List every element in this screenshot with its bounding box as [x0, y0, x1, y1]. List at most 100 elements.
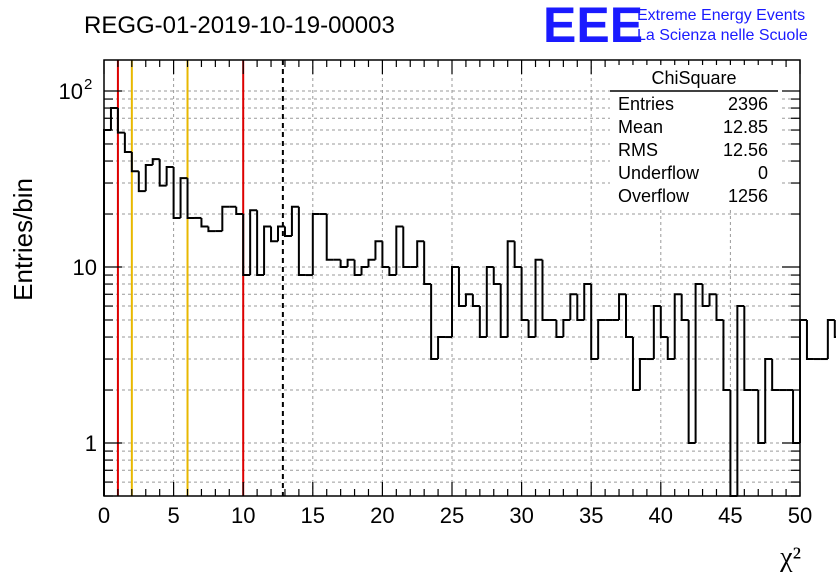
histogram-bin: [297, 206, 306, 277]
histogram-bin: [151, 158, 160, 165]
logo-line-1: Extreme Energy Events: [637, 7, 805, 24]
histogram-bin: [130, 152, 139, 173]
histogram-bin: [485, 266, 494, 338]
stats-box-background: [610, 65, 780, 210]
x-tick-label: 5: [167, 503, 179, 528]
x-tick-label: 45: [718, 503, 742, 528]
histogram-bin: [395, 225, 404, 276]
histogram-bin: [673, 293, 682, 360]
histogram-bin: [771, 359, 780, 392]
histogram-bin: [666, 337, 675, 361]
histogram-bin: [826, 318, 835, 360]
histogram-bin: [235, 206, 244, 216]
histogram-bin: [158, 159, 167, 187]
stats-value-mean: 12.85: [723, 117, 768, 137]
histogram-bin: [116, 108, 125, 134]
x-tick-label: 40: [649, 503, 673, 528]
histogram-bin: [123, 132, 132, 154]
histogram-bin: [249, 209, 258, 276]
histogram-bin: [618, 293, 626, 320]
histogram-bin: [179, 177, 188, 218]
histogram-bin: [736, 305, 745, 496]
histogram-bin: [499, 284, 508, 339]
y-tick-label: 10: [59, 79, 83, 104]
histogram-bin: [527, 319, 536, 339]
x-tick-label: 50: [788, 503, 812, 528]
histogram-bin: [437, 336, 446, 360]
histogram-bin: [186, 178, 195, 219]
histogram-bin: [109, 107, 118, 131]
histogram-bin: [290, 205, 299, 237]
histogram-bin: [416, 240, 425, 268]
histogram-bin: [701, 284, 710, 308]
histogram-bin: [451, 266, 459, 338]
histogram-bin: [638, 358, 647, 391]
eee-logo: EEE Extreme Energy Events La Scienza nel…: [543, 0, 808, 53]
stats-title: ChiSquare: [651, 68, 736, 88]
stats-label-mean: Mean: [618, 117, 663, 137]
x-axis-label: χ²: [779, 542, 801, 572]
histogram-bin: [520, 267, 529, 321]
histogram-bin: [283, 226, 292, 238]
stats-label-entries: Entries: [618, 94, 674, 114]
histogram-bin: [256, 210, 265, 277]
histogram-bin: [799, 318, 807, 444]
histogram-bin: [339, 259, 348, 269]
x-tick-label: 30: [509, 503, 533, 528]
histogram-bin: [311, 213, 320, 276]
histogram-bin: [144, 163, 153, 192]
stats-label-overflow: Overflow: [618, 186, 690, 206]
histogram-bin: [631, 337, 640, 392]
histogram-bin: [353, 259, 362, 277]
stats-value-rms: 12.56: [723, 140, 768, 160]
histogram-bin: [360, 266, 369, 276]
histogram-bin: [583, 283, 592, 320]
histogram-bin: [221, 205, 230, 232]
histogram-bin: [103, 129, 111, 496]
stats-value-overflow: 1256: [728, 186, 768, 206]
histogram-bin: [457, 267, 466, 308]
histogram-bin: [805, 319, 814, 361]
x-tick-label: 0: [98, 503, 110, 528]
histogram-bin: [207, 226, 216, 233]
histogram-bin: [694, 283, 703, 444]
histogram-bin: [687, 319, 696, 445]
histogram-bin: [325, 214, 334, 261]
histogram-bin: [165, 165, 174, 186]
x-tick-labels: 0 5 10 15 20 25 30 35 40 45 50: [98, 503, 812, 528]
chart-title: REGG-01-2019-10-19-00003: [84, 12, 395, 39]
x-tick-label: 10: [231, 503, 255, 528]
histogram-bin: [513, 241, 522, 269]
histogram-bin: [423, 241, 432, 286]
x-tick-label: 15: [301, 503, 325, 528]
histogram-bin: [541, 259, 550, 321]
histogram-bin: [534, 258, 543, 338]
stats-value-underflow: 0: [758, 163, 768, 183]
histogram-bin: [200, 217, 209, 228]
histogram-bin: [172, 166, 181, 219]
histogram-bin: [569, 293, 578, 320]
histogram-bin: [137, 171, 146, 193]
histogram-bin: [625, 294, 633, 339]
histogram-bin: [471, 294, 480, 308]
histogram-bin: [708, 293, 717, 307]
histogram-bin: [277, 225, 285, 242]
x-tick-label: 20: [370, 503, 394, 528]
y-tick-label: 1: [85, 431, 97, 456]
histogram-bin: [590, 284, 599, 361]
histogram-bin: [555, 319, 564, 339]
histogram-bin: [492, 267, 501, 286]
logo-mark: EEE: [543, 0, 643, 53]
histogram-bin: [263, 225, 272, 276]
y-tick-label: 10: [73, 255, 97, 280]
histogram-bin: [381, 241, 390, 269]
histogram-bin: [270, 226, 278, 243]
stats-value-entries: 2396: [728, 94, 768, 114]
histogram-bin: [764, 358, 773, 444]
histogram-bin: [346, 258, 355, 268]
histogram-bin: [506, 240, 515, 338]
histogram-bin: [464, 293, 473, 307]
histogram-bin: [680, 294, 689, 321]
